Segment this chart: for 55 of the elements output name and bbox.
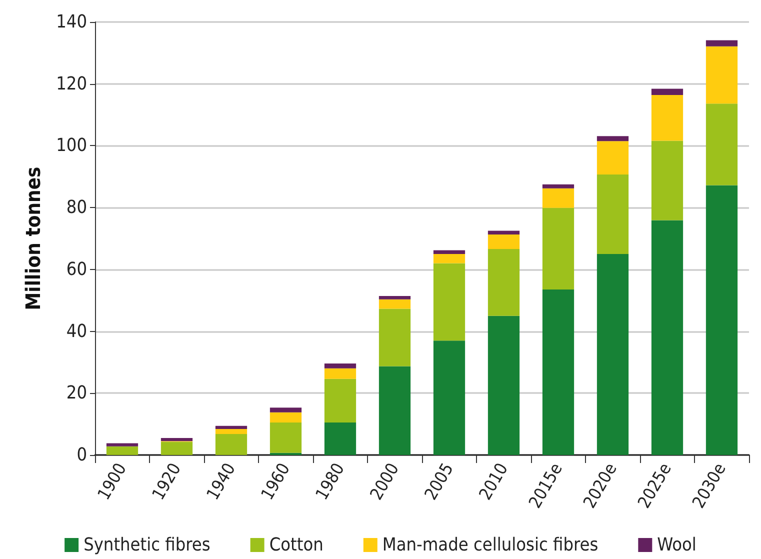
bar (160, 438, 193, 442)
bar (433, 250, 466, 254)
bar (270, 408, 302, 412)
bar (542, 188, 574, 208)
bar (706, 40, 738, 46)
bar (651, 220, 684, 455)
bar (324, 422, 356, 455)
bar (488, 316, 520, 455)
y-tick-label: 80 (66, 197, 87, 218)
bar (706, 104, 738, 186)
bar (651, 88, 684, 95)
bar (270, 422, 302, 453)
bar (488, 234, 520, 250)
bar (596, 141, 629, 174)
bar (433, 340, 466, 455)
bar (378, 296, 411, 300)
y-tick-label: 120 (56, 73, 87, 94)
bar (106, 443, 138, 446)
bar (651, 140, 684, 220)
bar (651, 94, 684, 141)
bar (542, 208, 574, 290)
bar (160, 442, 193, 455)
bar (706, 185, 738, 455)
bar (324, 378, 356, 423)
y-axis-title: Million tonnes (21, 166, 45, 310)
bar (378, 366, 411, 455)
legend-label: Synthetic fibres (84, 534, 210, 556)
bar (596, 136, 629, 142)
bar (215, 429, 248, 434)
bar (433, 263, 466, 341)
legend-label: Man-made cellulosic fibres (382, 534, 598, 556)
bar (488, 249, 520, 316)
bar (215, 426, 248, 430)
y-tick-label: 140 (56, 12, 87, 32)
bar (542, 184, 574, 188)
bar (542, 290, 574, 455)
legend-label: Cotton (269, 534, 324, 556)
bar (596, 174, 629, 254)
bar (433, 254, 466, 264)
bar (324, 363, 356, 368)
legend-label: Wool (657, 534, 696, 556)
y-tick-label: 60 (66, 258, 87, 280)
bar (378, 308, 411, 366)
bar (488, 230, 520, 234)
y-tick-label: 40 (66, 320, 87, 342)
y-tick-label: 0 (76, 444, 87, 466)
bar (596, 254, 629, 455)
bar (106, 446, 138, 455)
bar (270, 412, 302, 423)
y-tick-label: 20 (66, 382, 87, 404)
y-tick-label: 100 (56, 135, 87, 156)
bar (378, 299, 411, 309)
bar (215, 434, 248, 455)
bar (706, 46, 738, 104)
bar (324, 368, 356, 379)
